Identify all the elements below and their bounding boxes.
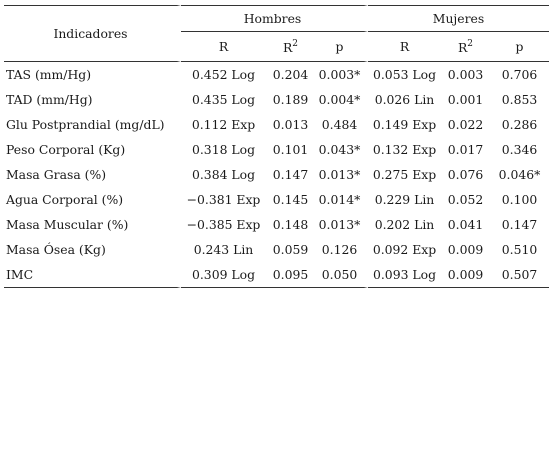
men-p-value: 0.004* [315, 87, 368, 112]
women-r2-header: R2 [441, 32, 490, 62]
table-row: IMC 0.309 Log 0.095 0.050 0.093 Log 0.00… [4, 262, 549, 288]
men-p-value: 0.003* [315, 62, 368, 87]
men-r-value: −0.381 Exp [186, 192, 261, 207]
table-row: TAS (mm/Hg) 0.452 Log 0.204 0.003* 0.053… [4, 62, 549, 87]
men-r2-value: 0.095 [266, 262, 315, 288]
women-r-value: 0.229 Lin [374, 192, 435, 207]
women-r-value: 0.202 Lin [374, 217, 435, 232]
women-p-header: p [490, 32, 549, 62]
men-p-header: p [315, 32, 368, 62]
women-r2-sup: 2 [467, 38, 474, 49]
men-r-value: 0.384 Log [191, 167, 256, 182]
indicator-name: IMC [4, 262, 181, 288]
men-p-value: 0.013* [315, 162, 368, 187]
women-p-value: 0.147 [501, 217, 538, 232]
men-r2-header: R2 [266, 32, 315, 62]
women-r-value: 0.275 Exp [372, 167, 437, 182]
men-r-header: R [181, 32, 266, 62]
indicator-name: Masa Muscular (%) [4, 212, 181, 237]
men-p-value: 0.013* [315, 212, 368, 237]
women-p-value: 0.100 [501, 192, 538, 207]
women-r2-value: 0.001 [447, 92, 484, 107]
table-row: Peso Corporal (Kg) 0.318 Log 0.101 0.043… [4, 137, 549, 162]
women-r2-value: 0.003 [447, 67, 484, 82]
women-r2-letter: R [457, 39, 468, 55]
men-r2-letter: R [282, 39, 293, 55]
women-r-value: 0.092 Exp [372, 242, 437, 257]
women-p-value: 0.510 [501, 242, 538, 257]
men-p-value: 0.126 [315, 237, 368, 262]
women-p-value: 0.346 [501, 142, 538, 157]
women-r2-value: 0.009 [447, 242, 484, 257]
table-row: TAD (mm/Hg) 0.435 Log 0.189 0.004* 0.026… [4, 87, 549, 112]
men-r2-value: 0.147 [272, 167, 309, 182]
women-p-value: 0.286 [501, 117, 538, 132]
men-r-value: 0.452 Log [191, 67, 256, 82]
table-row: Agua Corporal (%) −0.381 Exp 0.145 0.014… [4, 187, 549, 212]
men-p-value: 0.050 [315, 262, 368, 288]
table-body: TAS (mm/Hg) 0.452 Log 0.204 0.003* 0.053… [4, 62, 549, 288]
indicator-name: Agua Corporal (%) [4, 187, 181, 212]
women-p-value: 0.507 [490, 262, 549, 288]
women-p-value: 0.046* [498, 167, 541, 182]
women-r2-value: 0.041 [447, 217, 484, 232]
group-header-women: Mujeres [368, 5, 549, 32]
men-r2-sup: 2 [292, 38, 299, 49]
men-r2-value: 0.101 [272, 142, 309, 157]
women-r2-value: 0.076 [447, 167, 484, 182]
table-row: Masa Muscular (%) −0.385 Exp 0.148 0.013… [4, 212, 549, 237]
women-r-value: 0.149 Exp [372, 117, 437, 132]
men-p-value: 0.014* [315, 187, 368, 212]
men-r2-value: 0.059 [272, 242, 309, 257]
men-r2-value: 0.204 [272, 67, 309, 82]
men-r-value: 0.243 Lin [193, 242, 254, 257]
indicator-name: TAS (mm/Hg) [4, 62, 181, 87]
women-r-value: 0.026 Lin [374, 92, 435, 107]
women-r2-value: 0.009 [441, 262, 490, 288]
men-r2-value: 0.148 [272, 217, 309, 232]
men-p-value: 0.043* [315, 137, 368, 162]
men-r-value: 0.112 Exp [191, 117, 256, 132]
men-r-value: 0.309 Log [181, 262, 266, 288]
women-r-header: R [368, 32, 441, 62]
women-p-value: 0.706 [501, 67, 538, 82]
women-p-value: 0.853 [501, 92, 538, 107]
indicator-name: Masa Grasa (%) [4, 162, 181, 187]
men-r2-value: 0.013 [272, 117, 309, 132]
indicator-name: Masa Ósea (Kg) [4, 237, 181, 262]
men-r-value: 0.435 Log [191, 92, 256, 107]
women-r-value: 0.053 Log [372, 67, 437, 82]
group-header-men: Hombres [181, 5, 368, 32]
women-r-value: 0.093 Log [368, 262, 441, 288]
table-row: Glu Postprandial (mg/dL) 0.112 Exp 0.013… [4, 112, 549, 137]
women-r2-value: 0.017 [447, 142, 484, 157]
indicator-name: TAD (mm/Hg) [4, 87, 181, 112]
women-r-value: 0.132 Exp [372, 142, 437, 157]
men-r2-value: 0.189 [272, 92, 309, 107]
men-p-value: 0.484 [315, 112, 368, 137]
men-r2-value: 0.145 [272, 192, 309, 207]
indicator-name: Peso Corporal (Kg) [4, 137, 181, 162]
table-row: Masa Grasa (%) 0.384 Log 0.147 0.013* 0.… [4, 162, 549, 187]
men-r-value: 0.318 Log [191, 142, 256, 157]
indicator-header: Indicadores [4, 5, 181, 62]
table-row: Masa Ósea (Kg) 0.243 Lin 0.059 0.126 0.0… [4, 237, 549, 262]
women-r2-value: 0.022 [447, 117, 484, 132]
women-r2-value: 0.052 [447, 192, 484, 207]
results-table: Indicadores Hombres Mujeres R R2 p R R2 … [4, 5, 549, 288]
indicator-name: Glu Postprandial (mg/dL) [4, 112, 181, 137]
men-r-value: −0.385 Exp [186, 217, 261, 232]
